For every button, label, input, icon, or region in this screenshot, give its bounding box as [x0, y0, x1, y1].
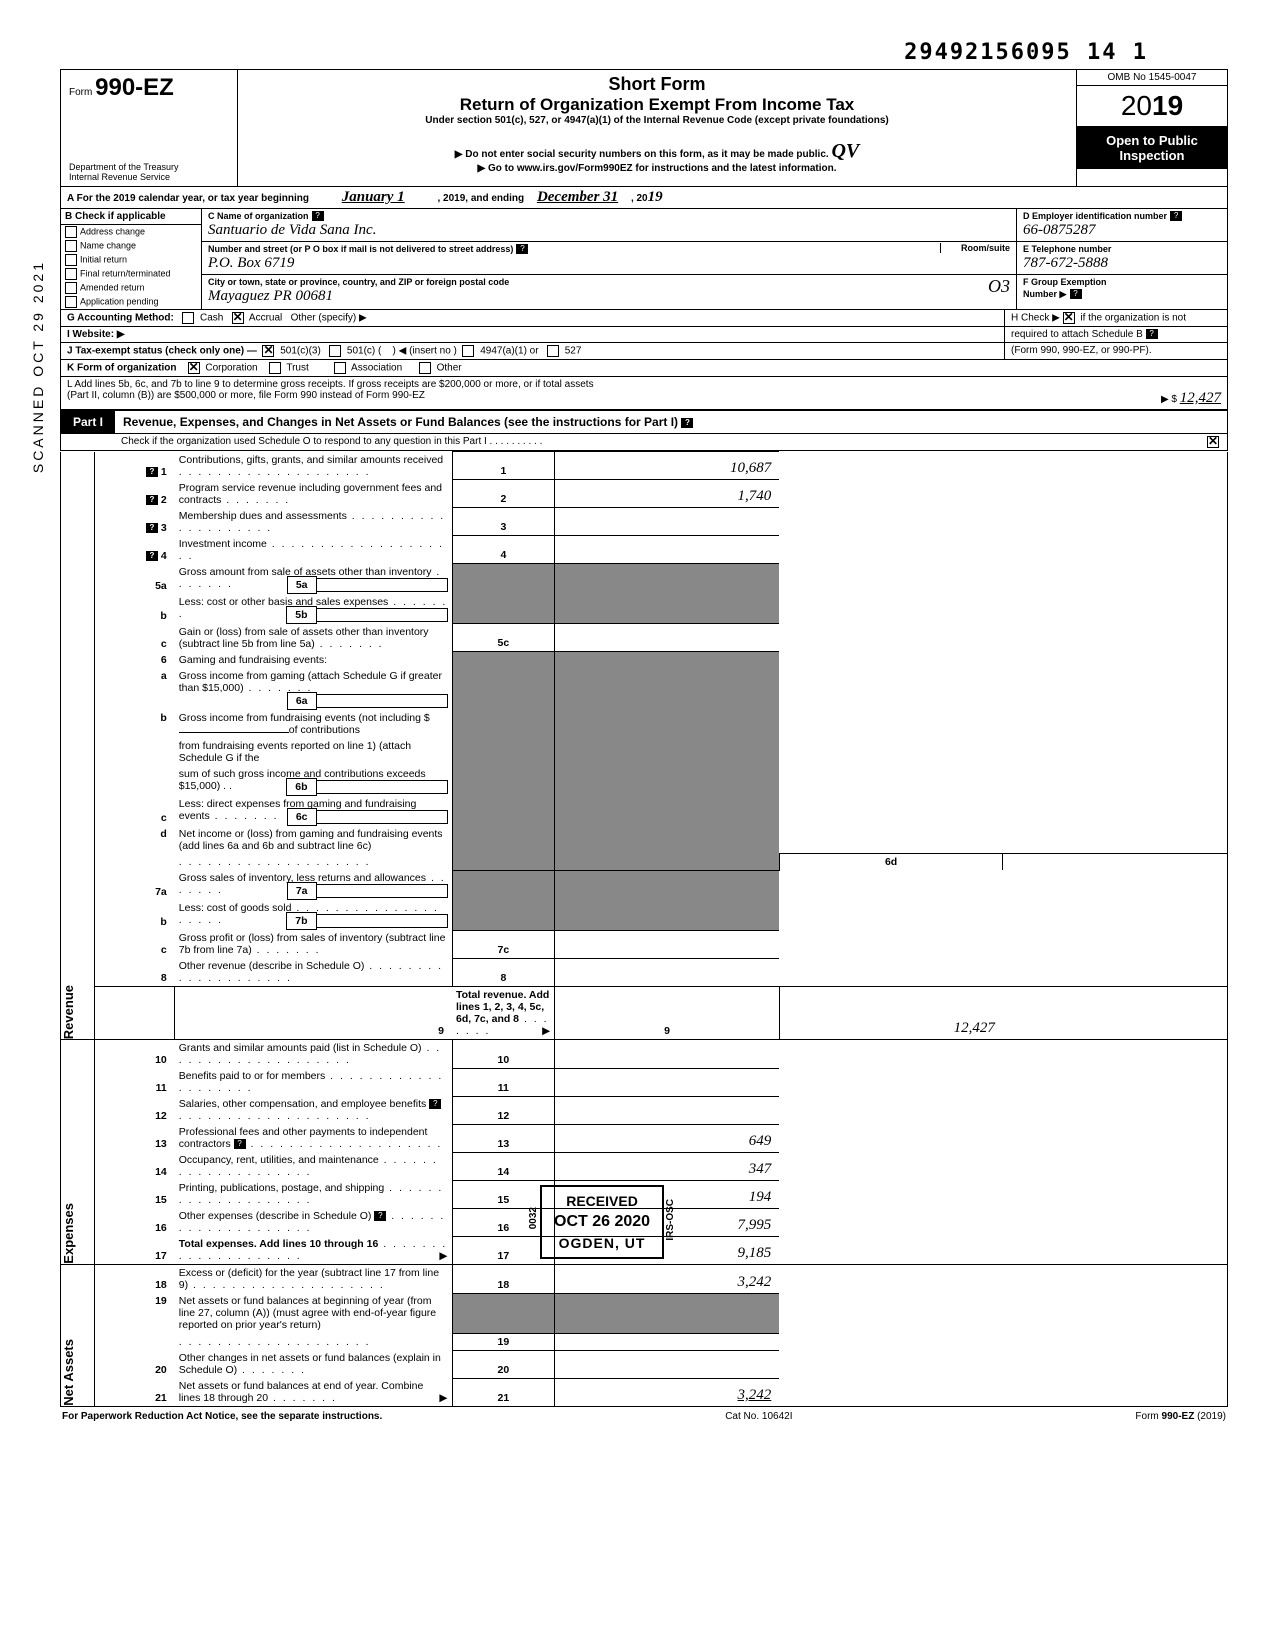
dept-irs: Internal Revenue Service — [69, 172, 229, 182]
chk-corp[interactable] — [188, 362, 200, 374]
dept-treasury: Department of the Treasury — [69, 162, 229, 172]
part1-header: Part I Revenue, Expenses, and Changes in… — [60, 411, 1228, 434]
open-public-badge: Open to Public Inspection — [1077, 127, 1227, 169]
revenue-label: Revenue — [61, 985, 76, 1039]
chk-other-org[interactable] — [419, 362, 431, 374]
chk-amended[interactable] — [65, 282, 77, 294]
org-name-value: Santuario de Vida Sana Inc. — [208, 222, 376, 238]
addr-label: Number and street (or P O box if mail is… — [208, 244, 513, 254]
addr-value: P.O. Box 6719 — [208, 255, 294, 271]
part1-label: Part I — [61, 411, 115, 433]
chk-final-return[interactable] — [65, 268, 77, 280]
footer-left: For Paperwork Reduction Act Notice, see … — [62, 1411, 382, 1422]
line17-value: 9,185 — [738, 1245, 772, 1261]
help-icon[interactable]: ? — [516, 244, 528, 254]
row-k-form-org: K Form of organization Corporation Trust… — [60, 360, 1228, 377]
page-footer: For Paperwork Reduction Act Notice, see … — [60, 1407, 1228, 1426]
city-label: City or town, state or province, country… — [208, 277, 509, 287]
row-l-gross-receipts: L Add lines 5b, 6c, and 7b to line 9 to … — [60, 377, 1228, 411]
chk-501c[interactable] — [329, 345, 341, 357]
line1-value: 10,687 — [730, 460, 771, 476]
phone-value: 787-672-5888 — [1023, 255, 1108, 271]
initials-annotation: QV — [831, 140, 859, 162]
row-j-tax-status: J Tax-exempt status (check only one) — 5… — [60, 343, 1228, 360]
line2-value: 1,740 — [738, 488, 772, 504]
row-a-tax-year: A For the 2019 calendar year, or tax yea… — [60, 187, 1228, 209]
help-icon[interactable]: ? — [312, 211, 324, 221]
part1-title: Revenue, Expenses, and Changes in Net As… — [115, 411, 1227, 433]
part1-lines-table: Revenue ? 1 Contributions, gifts, grants… — [60, 451, 1228, 1407]
main-title: Return of Organization Exempt From Incom… — [242, 95, 1072, 115]
footer-mid: Cat No. 10642I — [725, 1411, 792, 1422]
o3-annotation: O3 — [988, 276, 1010, 297]
chk-address-change[interactable] — [65, 226, 77, 238]
scanned-stamp: SCANNED OCT 29 2021 — [30, 260, 46, 473]
chk-cash[interactable] — [182, 312, 194, 324]
chk-527[interactable] — [547, 345, 559, 357]
netassets-label: Net Assets — [61, 1339, 76, 1406]
org-info-block: B Check if applicable Address change Nam… — [60, 209, 1228, 310]
chk-name-change[interactable] — [65, 240, 77, 252]
chk-assoc[interactable] — [334, 362, 346, 374]
omb-number: OMB No 1545-0047 — [1077, 70, 1227, 86]
stamp-side-right: IRS-OSC — [665, 1199, 676, 1241]
help-icon[interactable]: ? — [1170, 211, 1182, 221]
short-form-title: Short Form — [242, 74, 1072, 95]
stamp-side-left: 0032 — [528, 1207, 539, 1229]
goto-line: ▶ Go to www.irs.gov/Form990EZ for instru… — [242, 163, 1072, 174]
form-number: Form 990-EZ — [69, 74, 229, 102]
row-g-accounting: G Accounting Method: Cash Accrual Other … — [60, 310, 1228, 327]
chk-initial-return[interactable] — [65, 254, 77, 266]
group-ex-label: F Group Exemption — [1023, 277, 1107, 287]
chk-accrual[interactable] — [232, 312, 244, 324]
chk-schedule-o[interactable] — [1207, 436, 1219, 448]
received-stamp: 0032 RECEIVED OCT 26 2020 OGDEN, UT IRS-… — [540, 1185, 664, 1259]
expenses-label: Expenses — [61, 1203, 76, 1264]
phone-label: E Telephone number — [1023, 244, 1111, 254]
chk-app-pending[interactable] — [65, 296, 77, 308]
city-value: Mayaguez PR 00681 — [208, 288, 333, 304]
line18-value: 3,242 — [738, 1274, 772, 1290]
line16-value: 7,995 — [738, 1217, 772, 1233]
ein-value: 66-0875287 — [1023, 222, 1096, 238]
line14-value: 347 — [749, 1161, 772, 1177]
org-name-label: C Name of organization — [208, 211, 309, 221]
begin-date: January 1 — [312, 189, 435, 205]
part1-check-row: Check if the organization used Schedule … — [60, 434, 1228, 451]
line15-value: 194 — [749, 1189, 772, 1205]
help-icon[interactable]: ? — [1146, 329, 1158, 339]
document-number: 29492156095 14 1 — [60, 40, 1228, 65]
ein-label: D Employer identification number — [1023, 211, 1167, 221]
line21-value: 3,242 — [738, 1387, 772, 1403]
form-header: Form 990-EZ Department of the Treasury I… — [60, 69, 1228, 187]
row-i-website: I Website: ▶ required to attach Schedule… — [60, 327, 1228, 343]
warning-line: ▶ Do not enter social security numbers o… — [242, 140, 1072, 163]
chk-4947[interactable] — [462, 345, 474, 357]
line13-value: 649 — [749, 1133, 772, 1149]
chk-trust[interactable] — [269, 362, 281, 374]
chk-sched-b[interactable] — [1063, 312, 1075, 324]
tax-year: 2019 — [1077, 86, 1227, 127]
help-icon[interactable]: ? — [681, 418, 693, 428]
chk-501c3[interactable] — [262, 345, 274, 357]
col-b-checkboxes: B Check if applicable Address change Nam… — [61, 209, 202, 309]
room-suite-label: Room/suite — [940, 243, 1010, 253]
gross-receipts-value: 12,427 — [1180, 390, 1221, 406]
help-icon[interactable]: ? — [1070, 289, 1082, 299]
subtitle: Under section 501(c), 527, or 4947(a)(1)… — [242, 115, 1072, 126]
end-date: December 31 — [527, 189, 628, 205]
line9-value: 12,427 — [954, 1020, 995, 1036]
footer-right: Form 990-EZ (2019) — [1135, 1411, 1226, 1422]
